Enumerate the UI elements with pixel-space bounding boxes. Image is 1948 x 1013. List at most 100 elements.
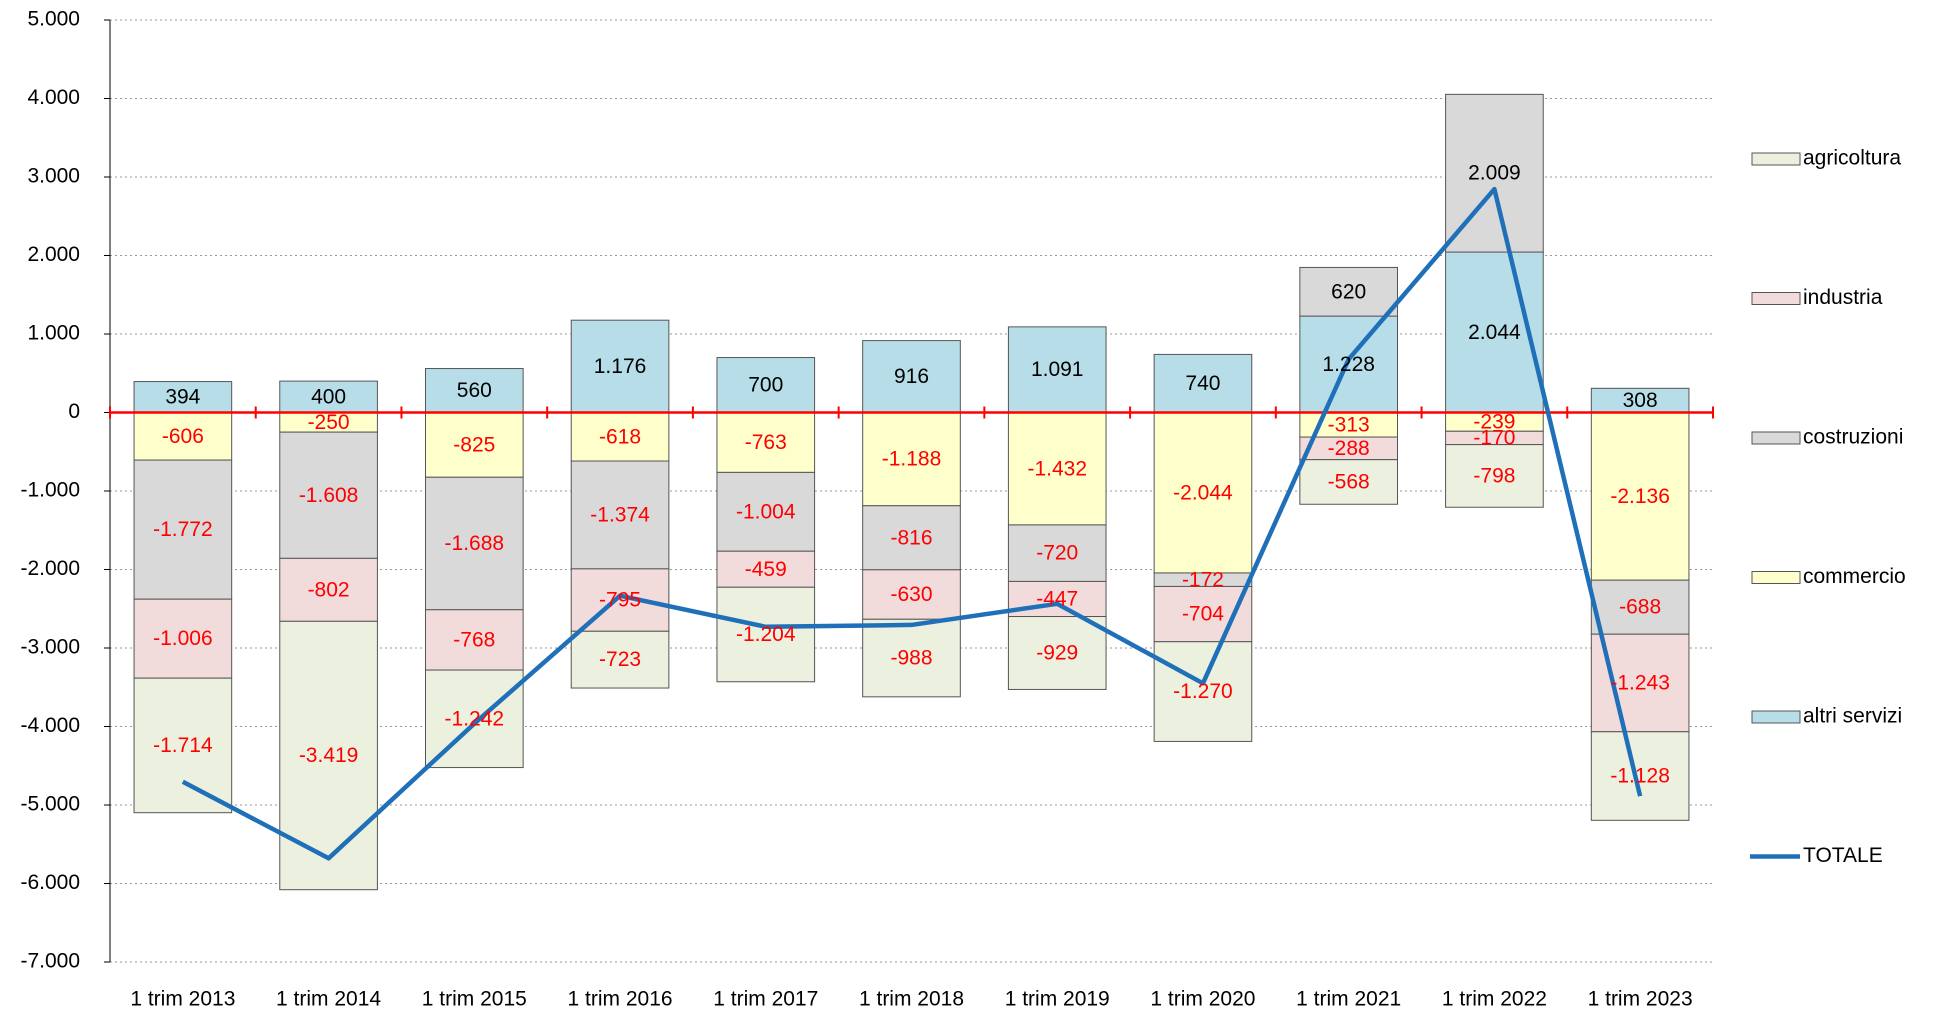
data-label: -459 xyxy=(745,558,787,581)
data-label: -2.136 xyxy=(1610,485,1670,508)
bar-segment xyxy=(716,471,816,552)
data-label: -1.374 xyxy=(590,503,650,526)
data-label: -1.714 xyxy=(153,734,213,757)
y-tick-label: 2.000 xyxy=(27,243,80,266)
data-label: -568 xyxy=(1328,471,1370,494)
data-label: -704 xyxy=(1182,603,1224,626)
bar-segment xyxy=(1590,387,1690,413)
bar-segment xyxy=(279,557,378,622)
legend-swatch xyxy=(1751,431,1801,445)
legend-swatch xyxy=(1751,571,1801,584)
bar-segment xyxy=(1445,444,1544,508)
data-label: -795 xyxy=(599,589,641,612)
bar-segment xyxy=(1590,412,1690,581)
data-label: -763 xyxy=(745,431,787,454)
bar-segment xyxy=(424,609,524,671)
data-label: -816 xyxy=(890,526,932,549)
data-label: -688 xyxy=(1619,596,1661,619)
bar-segment xyxy=(716,412,816,473)
bar-segment xyxy=(279,431,378,559)
data-label: 2.044 xyxy=(1468,321,1521,344)
data-label: 916 xyxy=(894,365,929,388)
data-label: -1.270 xyxy=(1173,680,1233,703)
data-label: 1.228 xyxy=(1322,353,1375,376)
data-label: -1.243 xyxy=(1610,672,1670,695)
bar-segment xyxy=(1007,412,1107,526)
bar-segment xyxy=(716,586,816,683)
y-tick-label: -6.000 xyxy=(20,871,80,894)
x-tick-label: 1 trim 2020 xyxy=(1150,988,1255,1011)
data-label: -313 xyxy=(1328,413,1370,436)
data-label: -288 xyxy=(1328,437,1370,460)
bar-segment xyxy=(1007,616,1107,690)
legend-swatch xyxy=(1751,710,1801,724)
bar-segment xyxy=(133,677,233,814)
y-tick-label: 3.000 xyxy=(27,165,80,188)
x-tick-label: 1 trim 2018 xyxy=(859,988,964,1011)
bar-segment xyxy=(862,618,961,698)
data-label: -618 xyxy=(599,425,641,448)
data-label: 740 xyxy=(1185,372,1220,395)
data-label: -447 xyxy=(1036,588,1078,611)
data-label: -630 xyxy=(890,583,932,606)
bar-segment xyxy=(1299,266,1399,317)
data-label: -929 xyxy=(1036,642,1078,665)
data-label: -1.006 xyxy=(153,627,213,650)
bar-segment xyxy=(716,550,816,588)
x-tick-label: 1 trim 2017 xyxy=(713,988,818,1011)
data-label: -1.432 xyxy=(1027,457,1087,480)
bar-segment xyxy=(1153,353,1253,414)
bar-segment xyxy=(1153,641,1253,742)
legend-label: altri servizi xyxy=(1803,705,1902,728)
total-line xyxy=(181,186,1643,861)
y-tick-label: 1.000 xyxy=(27,322,80,345)
x-tick-label: 1 trim 2019 xyxy=(1005,988,1110,1011)
data-label: -239 xyxy=(1473,410,1515,433)
data-label: -798 xyxy=(1473,464,1515,487)
x-tick-label: 1 trim 2015 xyxy=(422,988,527,1011)
x-tick-label: 1 trim 2013 xyxy=(130,988,235,1011)
legend-label: industria xyxy=(1803,286,1883,309)
bar-segment xyxy=(570,630,670,689)
bar-segment xyxy=(1153,412,1253,574)
bar-segment xyxy=(1590,633,1690,733)
bar-segment xyxy=(1007,524,1107,582)
data-label: -768 xyxy=(453,628,495,651)
data-label: 560 xyxy=(457,379,492,402)
data-label: -172 xyxy=(1182,568,1224,591)
data-label: 394 xyxy=(165,386,200,409)
data-label: -825 xyxy=(453,433,495,456)
data-label: 1.176 xyxy=(594,355,647,378)
bar-segment xyxy=(1590,579,1690,635)
y-tick-label: 0 xyxy=(68,400,80,423)
bar-segment xyxy=(133,459,233,600)
bar-segment xyxy=(862,412,961,507)
bar-segment xyxy=(862,340,961,413)
bar-segment xyxy=(279,380,378,414)
bar-segment xyxy=(716,357,816,413)
x-tick-label: 1 trim 2021 xyxy=(1296,988,1401,1011)
y-tick-label: -4.000 xyxy=(20,714,80,737)
bar-segment xyxy=(570,319,670,413)
legend-label: agricoltura xyxy=(1803,147,1901,170)
y-tick-label: 5.000 xyxy=(27,8,80,31)
data-label: -606 xyxy=(162,425,204,448)
data-label: -250 xyxy=(308,411,350,434)
bar-segment xyxy=(570,412,670,462)
bar-segment xyxy=(1299,459,1399,505)
data-label: -1.688 xyxy=(445,532,505,555)
data-label: 400 xyxy=(311,385,346,408)
legend-label: costruzioni xyxy=(1803,426,1903,449)
y-tick-label: -7.000 xyxy=(20,950,80,973)
data-label: -1.772 xyxy=(153,518,213,541)
bar-segment xyxy=(279,620,378,891)
data-label: -723 xyxy=(599,648,641,671)
data-label: -1.608 xyxy=(299,484,359,507)
x-tick-label: 1 trim 2022 xyxy=(1442,988,1547,1011)
data-label: -170 xyxy=(1473,426,1515,449)
x-tick-label: 1 trim 2023 xyxy=(1588,988,1693,1011)
x-tick-label: 1 trim 2014 xyxy=(276,988,381,1011)
bar-segment xyxy=(133,598,233,679)
